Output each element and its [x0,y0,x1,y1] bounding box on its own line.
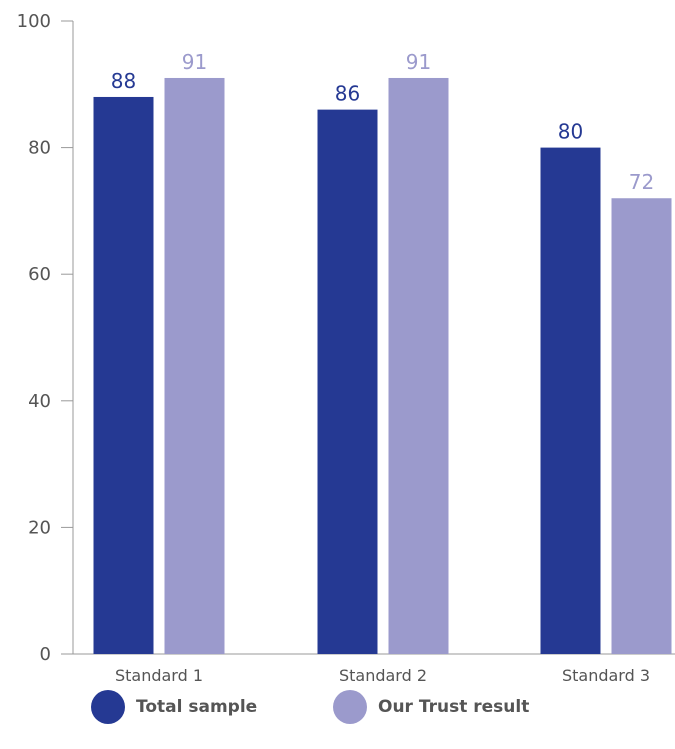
data-label-total-sample-1: 88 [111,69,136,93]
data-label-total-sample-2: 86 [335,82,360,106]
y-tick-label: 60 [28,264,51,285]
bar-our-trust-result-3 [611,198,672,655]
data-label-our-trust-result-2: 91 [406,50,431,74]
bar-our-trust-result-2 [388,77,449,655]
y-tick-label: 0 [40,644,51,665]
bar-our-trust-result-1 [164,77,225,655]
legend-swatch-our-trust-result [333,690,367,724]
legend-label-total-sample: Total sample [136,697,258,717]
y-tick-label: 20 [28,517,51,538]
data-label-total-sample-3: 80 [558,120,583,144]
legend-item-our-trust-result: Our Trust result [333,689,529,725]
legend-label-our-trust-result: Our Trust result [378,697,530,717]
bar-chart-svg: 0 20 40 60 80 100 88 91 Standard 1 86 91 Standard 2… [17,11,675,685]
bar-total-sample-3 [540,147,601,654]
legend-item-total-sample: Total sample [91,689,257,725]
x-tick-label: Standard 3 [562,666,650,685]
y-tick-label: 100 [17,11,51,32]
x-tick-label: Standard 2 [339,666,427,685]
legend-swatch-total-sample [91,690,125,724]
data-label-our-trust-result-1: 91 [182,50,207,74]
bar-total-sample-2 [317,109,378,655]
legend: Total sample Our Trust result [0,689,675,729]
y-tick-label: 40 [28,391,51,412]
data-label-our-trust-result-3: 72 [629,170,654,194]
x-tick-label: Standard 1 [115,666,203,685]
bar-total-sample-1 [93,96,154,654]
y-tick-label: 80 [28,138,51,159]
